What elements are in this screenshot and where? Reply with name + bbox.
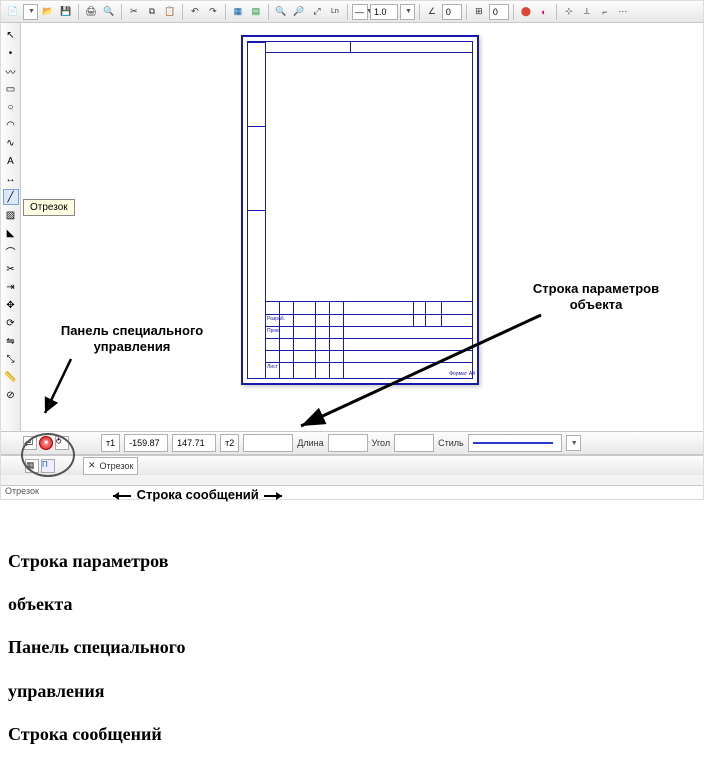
step-field[interactable]: 0	[489, 4, 509, 20]
rect-tool[interactable]: ▭	[3, 81, 19, 97]
arrow-left-icon	[111, 491, 133, 501]
doc-line: управления	[8, 670, 696, 713]
polyline-tool[interactable]: 〰	[3, 63, 19, 79]
dim-tool[interactable]: ↔	[3, 171, 19, 187]
text-tool[interactable]: A	[3, 153, 19, 169]
angle-label: Угол	[372, 438, 390, 448]
annot-messages-row: Строка сообщений	[111, 487, 284, 502]
angle-field[interactable]	[394, 434, 434, 452]
coord-y-field[interactable]: 147.71	[172, 434, 216, 452]
grid-icon[interactable]: ⊹	[561, 4, 577, 20]
measure-tool[interactable]: 📏	[3, 369, 19, 385]
left-toolbar: ↖ • 〰 ▭ ○ ◠ ∿ A ↔ ╱ ▨ ◣ ⌒ ✂ ⇥ ✥ ⟳ ⇋ ⤡ 📏 …	[1, 23, 21, 499]
autoobj-icon[interactable]: ⥁	[55, 436, 69, 450]
ruler-icon[interactable]: ⟂	[579, 4, 595, 20]
angle-field[interactable]: 0	[442, 4, 462, 20]
arc-tool[interactable]: ◠	[3, 117, 19, 133]
arrow-panel-special	[31, 355, 91, 425]
ortho-icon[interactable]: ⊞	[471, 4, 487, 20]
style-preview-line	[473, 442, 553, 444]
message-row: Отрезок Строка сообщений	[1, 485, 703, 499]
magnet-icon[interactable]: ⬤	[518, 4, 534, 20]
axis-icon[interactable]: ⌐	[597, 4, 613, 20]
zoom-field[interactable]: 1.0	[370, 4, 398, 20]
chamfer-tool[interactable]: ◣	[3, 225, 19, 241]
props-button[interactable]: ▤	[248, 4, 264, 20]
doc-line: объекта	[8, 583, 696, 626]
copy-button[interactable]: ⧉	[144, 4, 160, 20]
paste-button[interactable]: 📋	[162, 4, 178, 20]
scale-tool[interactable]: ⤡	[3, 351, 19, 367]
fillet-tool[interactable]: ⌒	[3, 243, 19, 259]
doc-line: Панель специального	[8, 626, 696, 669]
tool-tooltip: Отрезок	[23, 199, 75, 216]
t1-label[interactable]: т1	[101, 434, 120, 452]
print-button[interactable]: 🖨	[83, 4, 99, 20]
doc-icon[interactable]: ▦	[25, 459, 39, 473]
second-bar: ▦ П ✕Отрезок	[1, 455, 703, 475]
angle-icon[interactable]: ∠	[424, 4, 440, 20]
msg-tag[interactable]: ✕Отрезок	[83, 457, 138, 475]
select-tool[interactable]: ↖	[3, 27, 19, 43]
new-doc-dropdown[interactable]: ▼	[23, 4, 38, 20]
doc-text-block: Строка параметров объекта Панель специал…	[0, 540, 704, 776]
redo-button[interactable]: ↷	[205, 4, 221, 20]
undo-button[interactable]: ↶	[187, 4, 203, 20]
cad-app-window: 📄 ▼ 📂 💾 🖨 🔍 ✂ ⧉ 📋 ↶ ↷ ▦ ▤ 🔍 🔎 ⤢ Ln —▼ 1.…	[0, 0, 704, 500]
line-style-button[interactable]: Ln	[327, 4, 343, 20]
trim-tool[interactable]: ✂	[3, 261, 19, 277]
save-button[interactable]: 💾	[58, 4, 74, 20]
params-bar: ⏎ ■ ⥁ т1 -159.87 147.71 т2 Длина Угол Ст…	[1, 431, 703, 455]
status-frame: ⏎ ■ ⥁ т1 -159.87 147.71 т2 Длина Угол Ст…	[1, 431, 703, 499]
canvas[interactable]: Разраб. Пров. Лист Формат А4 Панель спец…	[21, 23, 703, 431]
preview-button[interactable]: 🔍	[101, 4, 117, 20]
arrow-right-icon	[262, 491, 284, 501]
style-field[interactable]	[468, 434, 562, 452]
top-toolbar: 📄 ▼ 📂 💾 🖨 🔍 ✂ ⧉ 📋 ↶ ↷ ▦ ▤ 🔍 🔎 ⤢ Ln —▼ 1.…	[1, 1, 703, 23]
zoom-icon[interactable]: ⤢	[309, 4, 325, 20]
move-tool[interactable]: ✥	[3, 297, 19, 313]
open-button[interactable]: 📂	[40, 4, 56, 20]
break-tool[interactable]: ⊘	[3, 387, 19, 403]
mirror-tool[interactable]: ⇋	[3, 333, 19, 349]
annot-params-row: Строка параметров объекта	[511, 281, 681, 312]
special-panel-icons: ⏎ ■ ⥁	[23, 436, 69, 450]
doc-line: Строка сообщений	[8, 713, 696, 756]
style-label: Стиль	[438, 438, 464, 448]
doc-line: Строка параметров	[8, 540, 696, 583]
misc-icon[interactable]: ⋯	[615, 4, 631, 20]
hatch-tool[interactable]: ▨	[3, 207, 19, 223]
linewidth-dropdown[interactable]: —▼	[352, 4, 368, 20]
cut-button[interactable]: ✂	[126, 4, 142, 20]
stop-icon[interactable]: ■	[39, 436, 53, 450]
length-label: Длина	[297, 438, 323, 448]
circle-tool[interactable]: ○	[3, 99, 19, 115]
sheet-binding-margin	[247, 41, 265, 379]
apply-icon[interactable]: ⏎	[23, 436, 37, 450]
style-dropdown[interactable]: ▼	[566, 435, 581, 451]
new-doc-button[interactable]: 📄	[5, 4, 21, 20]
annot-panel-special: Панель специального управления	[47, 323, 217, 354]
drawing-sheet: Разраб. Пров. Лист Формат А4	[241, 35, 479, 385]
point-tool[interactable]: •	[3, 45, 19, 61]
coord-x-field[interactable]: -159.87	[124, 434, 168, 452]
title-block: Разраб. Пров. Лист Формат А4	[265, 301, 473, 379]
status-text: Отрезок	[5, 486, 39, 496]
length-field[interactable]	[328, 434, 368, 452]
rotate-tool[interactable]: ⟳	[3, 315, 19, 331]
t2-label[interactable]: т2	[220, 434, 239, 452]
zoom-out-button[interactable]: 🔎	[291, 4, 307, 20]
layers-button[interactable]: ▦	[230, 4, 246, 20]
extend-tool[interactable]: ⇥	[3, 279, 19, 295]
line-tool[interactable]: ╱	[3, 189, 19, 205]
zoom-dropdown[interactable]: ▼	[400, 4, 415, 20]
format-icon[interactable]: П	[41, 459, 55, 473]
spline-tool[interactable]: ∿	[3, 135, 19, 151]
snap-icon[interactable]: ◐	[536, 4, 552, 20]
zoom-in-button[interactable]: 🔍	[273, 4, 289, 20]
t2-field[interactable]	[243, 434, 293, 452]
